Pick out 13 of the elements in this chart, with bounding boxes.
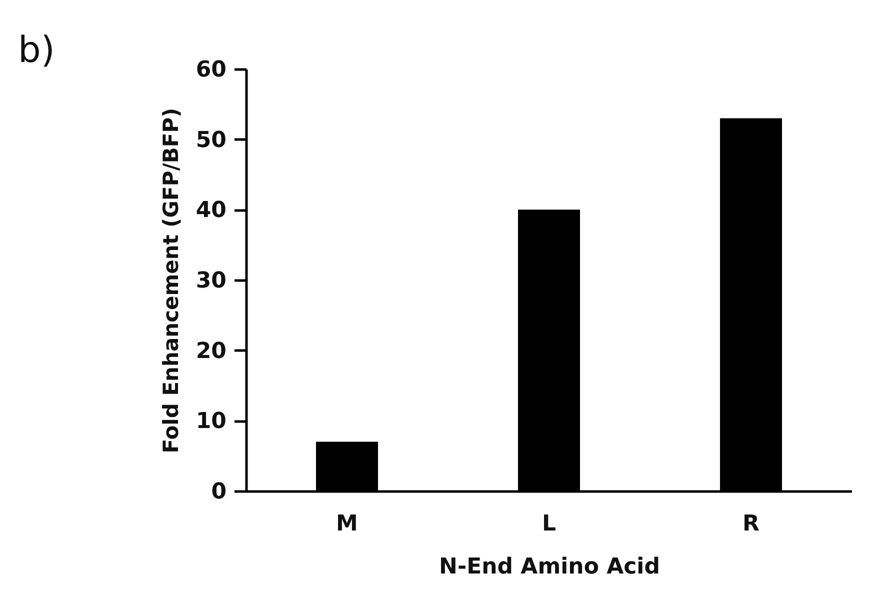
y-tick-label: 50 [196,128,226,153]
y-tick-label: 40 [196,198,226,224]
y-tick-label: 30 [196,268,226,294]
x-tick-label: M [336,512,358,536]
y-tick-label: 60 [196,58,226,82]
y-tick-label: 10 [196,409,226,434]
y-axis-title: Fold Enhancement (GFP/BFP) [158,108,183,454]
x-tick-label: R [742,512,760,536]
text: b) [18,30,55,71]
x-axis-title: N-End Amino Acid [439,554,660,580]
y-tick-label: 20 [196,338,226,364]
x-tick-label: L [542,512,556,536]
y-tick-label: 0 [211,480,226,504]
